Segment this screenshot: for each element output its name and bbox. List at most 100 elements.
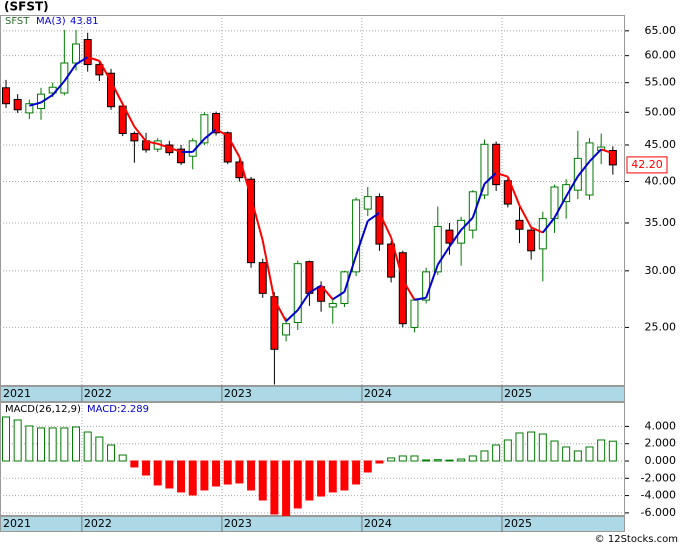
ma-segment <box>367 211 381 222</box>
candle-body <box>258 262 267 294</box>
ma-segment <box>121 103 136 128</box>
candle-body <box>212 113 221 134</box>
ma-segment <box>308 284 322 294</box>
y-tick-label: 0.000 <box>645 454 677 467</box>
ma-segment <box>320 285 334 300</box>
y-tick-label: 35.00 <box>645 216 677 229</box>
macd-label: MACD(26,12,9) <box>5 404 81 415</box>
ma-segment <box>460 217 474 231</box>
ma-segment <box>332 291 345 301</box>
macd-bar <box>2 416 10 462</box>
macd-bar <box>177 460 186 493</box>
macd-bar <box>433 459 442 462</box>
y-tick-label: 65.00 <box>645 24 677 37</box>
macd-bar <box>480 450 489 462</box>
candle-body <box>25 103 34 114</box>
macd-bar <box>223 460 232 485</box>
candle-body <box>410 299 419 328</box>
macd-bar <box>107 444 116 462</box>
ma-segment <box>414 296 427 301</box>
ma-segment <box>145 140 158 145</box>
ma-segment <box>506 176 521 206</box>
ma-segment <box>296 292 311 311</box>
ma-segment <box>378 212 393 238</box>
y-tick-label: 60.00 <box>645 49 677 62</box>
ma-segment <box>75 56 89 66</box>
candle-body <box>363 196 372 210</box>
candle-body <box>340 271 349 305</box>
candle-body <box>223 132 232 163</box>
candle-body <box>282 323 291 336</box>
ma-segment <box>273 299 287 322</box>
macd-bar <box>83 431 92 462</box>
ma-segment <box>203 128 217 140</box>
macd-bar <box>305 460 314 501</box>
ma-segment <box>51 80 66 96</box>
macd-bar <box>375 460 384 464</box>
ma-segment <box>261 240 276 300</box>
candle-body <box>608 150 617 166</box>
ma-segment <box>390 237 404 281</box>
x-tick-label: 2024 <box>364 387 392 400</box>
ma-segment <box>553 195 568 219</box>
x-tick-label: 2021 <box>3 387 31 400</box>
ma-segment <box>29 101 42 107</box>
ma-segment <box>355 220 369 256</box>
candle-body <box>457 219 466 244</box>
macd-bar <box>363 460 372 473</box>
x-tick-label: 2022 <box>84 387 112 400</box>
ma-segment <box>401 279 416 301</box>
y-tick-label: -2.000 <box>641 471 676 484</box>
x-tick-label: 2023 <box>224 387 252 400</box>
ma-label: MA(3) <box>36 16 66 27</box>
y-tick-label: 50.00 <box>645 105 677 118</box>
macd-bar <box>60 427 69 462</box>
candle-body <box>468 191 477 231</box>
candle-body <box>492 143 501 186</box>
x-tick-label: 2021 <box>3 517 31 530</box>
macd-bar <box>492 444 501 462</box>
candle-body <box>480 143 489 196</box>
ma-segment <box>191 138 206 153</box>
macd-bar <box>410 455 419 462</box>
macd-bar <box>538 433 547 462</box>
candle-body <box>527 229 536 252</box>
x-tick-label: 2023 <box>224 517 252 530</box>
date-strip <box>0 516 625 532</box>
macd-bar <box>503 439 512 462</box>
y-tick-label: 55.00 <box>645 76 677 89</box>
candle-body <box>562 184 571 203</box>
y-tick-label: -4.000 <box>641 489 676 502</box>
candle-body <box>13 98 22 111</box>
last-price-box <box>626 156 668 174</box>
candle-body <box>573 157 582 191</box>
ma-segment <box>600 148 614 155</box>
ma-segment <box>133 126 147 142</box>
macd-bar <box>258 460 267 501</box>
ma-segment <box>577 160 591 177</box>
y-tick-label: 4.000 <box>645 419 677 432</box>
macd-bar <box>387 457 396 462</box>
candle-body <box>352 199 361 273</box>
ma-value: 43.81 <box>70 16 99 27</box>
ma-segment <box>157 142 170 149</box>
y-tick-label: 25.00 <box>645 320 677 333</box>
ticker-label: SFST <box>5 16 30 27</box>
candle-body <box>177 148 186 164</box>
ma-segment <box>343 255 358 293</box>
macd-bar <box>72 426 81 462</box>
candle-body <box>445 229 454 244</box>
x-tick-label: 2025 <box>504 517 532 530</box>
macd-bar <box>200 460 209 491</box>
x-tick-label: 2024 <box>364 517 392 530</box>
ma-segment <box>40 94 54 104</box>
candle-body <box>433 226 442 273</box>
candle-body <box>375 196 384 245</box>
candle-body <box>328 303 337 308</box>
macd-bar <box>153 460 162 486</box>
macd-bar <box>527 431 536 462</box>
macd-bar <box>13 419 22 462</box>
macd-bar <box>340 460 349 491</box>
macd-bar <box>585 446 594 462</box>
